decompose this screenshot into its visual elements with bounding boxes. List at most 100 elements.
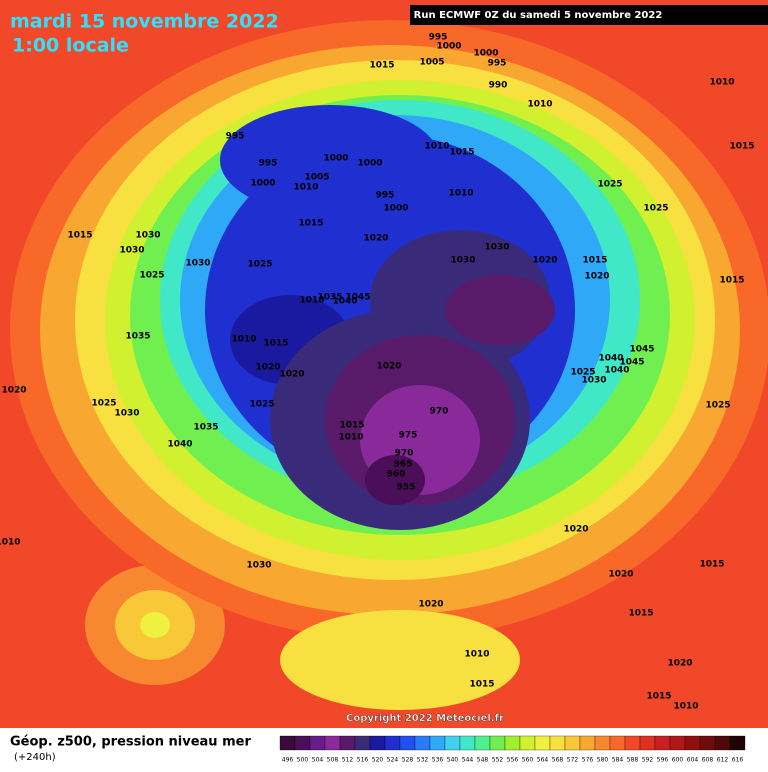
isobar-label: 1040 <box>604 366 629 376</box>
isobar-label: 1010 <box>0 538 21 548</box>
legend-swatch <box>369 735 386 751</box>
isobar-label: 1030 <box>119 246 144 256</box>
isobar-label: 995 <box>488 59 507 69</box>
isobar-label: 960 <box>387 470 406 480</box>
legend-label: 504 <box>312 757 324 764</box>
isobar-label: 1045 <box>619 358 644 368</box>
legend-label: 540 <box>447 757 459 764</box>
isobar-label: 1040 <box>598 354 623 364</box>
legend-label: 524 <box>387 757 399 764</box>
time-title: 1:00 locale <box>12 35 129 57</box>
isobar-label: 1020 <box>584 272 609 282</box>
legend-swatch <box>474 735 491 751</box>
isobar-label: 1000 <box>323 154 348 164</box>
isobar-label: 1010 <box>293 183 318 193</box>
legend-swatch <box>519 735 536 751</box>
legend-swatch <box>534 735 551 751</box>
legend-swatch <box>639 735 656 751</box>
isobar-label: 1025 <box>570 368 595 378</box>
isobar-label: 970 <box>430 407 449 417</box>
isobar-label: 1020 <box>563 525 588 535</box>
isobar-label: 1010 <box>527 100 552 110</box>
isobar-label: 1030 <box>114 409 139 419</box>
isobar-label: 1000 <box>357 159 382 169</box>
legend-swatch <box>354 735 371 751</box>
legend-label: 496 <box>282 757 294 764</box>
isobar-label: 1010 <box>424 142 449 152</box>
legend-label: 560 <box>522 757 534 764</box>
legend-swatch <box>549 735 566 751</box>
color-legend: 496 500 504 508 512 516 520 524 528 532 536 540 544 5… <box>279 735 746 764</box>
legend-swatch <box>459 735 476 751</box>
isobar-label: 1020 <box>532 256 557 266</box>
isobar-label: 1020 <box>1 386 26 396</box>
isobar-label: 1035 <box>317 293 342 303</box>
isobar-label: 1015 <box>699 560 724 570</box>
legend-swatch <box>609 735 626 751</box>
legend-label: 508 <box>327 757 339 764</box>
legend-label: 580 <box>597 757 609 764</box>
legend-swatch <box>729 735 746 751</box>
lead-time: (+240h) <box>14 752 56 763</box>
legend-swatch <box>669 735 686 751</box>
isobar-label: 1025 <box>643 204 668 214</box>
legend-swatch <box>594 735 611 751</box>
legend-label: 616 <box>732 757 744 764</box>
legend-label: 548 <box>477 757 489 764</box>
legend-label: 556 <box>507 757 519 764</box>
legend-label: 572 <box>567 757 579 764</box>
isobar-label: 1025 <box>597 180 622 190</box>
legend-label: 576 <box>582 757 594 764</box>
isobar-label: 1020 <box>608 570 633 580</box>
legend-swatch <box>384 735 401 751</box>
isobar-label: 975 <box>399 431 418 441</box>
isobar-label: 995 <box>429 33 448 43</box>
isobar-label: 965 <box>394 460 413 470</box>
legend-label: 596 <box>657 757 669 764</box>
legend-label: 516 <box>357 757 369 764</box>
isobar-label: 1000 <box>436 42 461 52</box>
legend-label: 604 <box>687 757 699 764</box>
legend-label: 608 <box>702 757 714 764</box>
isobar-label: 1025 <box>705 401 730 411</box>
isobar-label: 1010 <box>673 702 698 712</box>
isobar-label: 1035 <box>193 423 218 433</box>
isobar-label: 1000 <box>473 49 498 59</box>
footer-title: Géop. z500, pression niveau mer <box>10 735 251 750</box>
legend-label: 588 <box>627 757 639 764</box>
legend-swatch <box>309 735 326 751</box>
legend-swatch <box>654 735 671 751</box>
legend-label: 612 <box>717 757 729 764</box>
isobar-label: 1000 <box>250 179 275 189</box>
legend-label: 528 <box>402 757 414 764</box>
date-title: mardi 15 novembre 2022 <box>10 11 279 33</box>
isobar-label: 1030 <box>185 259 210 269</box>
legend-label: 564 <box>537 757 549 764</box>
isobar-label: 1015 <box>298 219 323 229</box>
isobar-label: 1010 <box>464 650 489 660</box>
isobar-label: 1020 <box>279 370 304 380</box>
legend-swatch <box>684 735 701 751</box>
legend-swatch <box>399 735 416 751</box>
legend-swatch <box>324 735 341 751</box>
isobar-label: 1015 <box>729 142 754 152</box>
isobar-label: 1005 <box>304 173 329 183</box>
isobar-label: 1045 <box>629 345 654 355</box>
isobar-label: 1010 <box>448 189 473 199</box>
legend-swatch <box>714 735 731 751</box>
isobar-label: 1025 <box>249 400 274 410</box>
legend-swatch <box>444 735 461 751</box>
legend-swatch <box>579 735 596 751</box>
legend-label: 600 <box>672 757 684 764</box>
isobar-label: 1010 <box>338 433 363 443</box>
isobar-label: 955 <box>397 483 416 493</box>
isobar-label: 1025 <box>139 271 164 281</box>
isobar-label: 1020 <box>376 362 401 372</box>
isobar-label: 1010 <box>709 78 734 88</box>
legend-label: 552 <box>492 757 504 764</box>
isobar-label: 1020 <box>418 600 443 610</box>
isobar-label: 970 <box>395 449 414 459</box>
isobar-label: 1010 <box>299 296 324 306</box>
